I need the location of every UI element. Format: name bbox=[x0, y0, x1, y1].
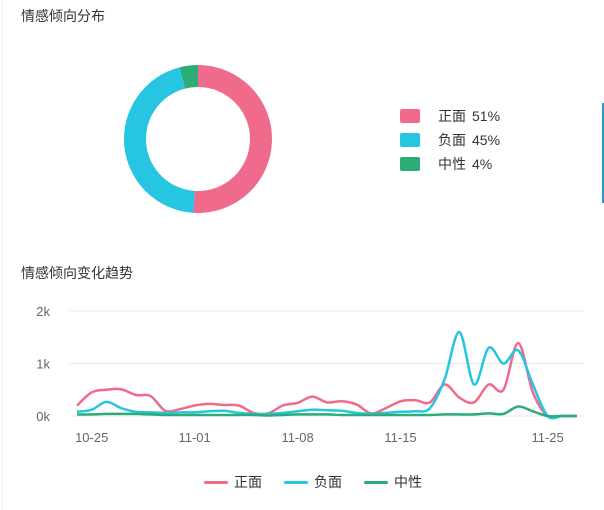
y-tick-label: 1k bbox=[36, 357, 50, 372]
trend-legend-positive[interactable]: 正面 bbox=[204, 472, 262, 492]
legend-percent-positive: 51% bbox=[472, 108, 501, 124]
donut-slice-neutral[interactable] bbox=[179, 65, 198, 89]
trend-legend-negative[interactable]: 负面 bbox=[284, 472, 342, 492]
trend-legend-line-positive bbox=[204, 480, 228, 484]
legend-swatch-neutral bbox=[400, 157, 420, 171]
trend-legend-line-neutral bbox=[364, 480, 388, 484]
x-tick-label: 10-25 bbox=[75, 430, 108, 445]
x-tick-label: 11-25 bbox=[531, 430, 563, 445]
pie-section-title: 情感倾向分布 bbox=[21, 8, 105, 24]
trend-legend-label-positive: 正面 bbox=[234, 474, 262, 490]
legend-label-negative: 负面 bbox=[438, 132, 466, 148]
donut-slice-negative[interactable] bbox=[124, 67, 195, 213]
trend-legend-label-neutral: 中性 bbox=[394, 474, 422, 490]
trend-section-title: 情感倾向变化趋势 bbox=[21, 265, 133, 281]
x-tick-label: 11-01 bbox=[178, 430, 210, 445]
donut-slice-positive[interactable] bbox=[193, 65, 273, 214]
y-tick-label: 2k bbox=[36, 304, 50, 319]
series-line-neutral[interactable] bbox=[76, 405, 577, 418]
left-divider bbox=[2, 0, 3, 510]
trend-legend-line-negative bbox=[284, 480, 308, 484]
donut-legend-positive[interactable]: 正面 51% bbox=[400, 107, 500, 125]
sentiment-donut-chart bbox=[124, 65, 273, 214]
scrollbar-indicator[interactable] bbox=[602, 103, 604, 203]
x-tick-label: 11-08 bbox=[281, 430, 313, 445]
donut-legend-neutral[interactable]: 中性 4% bbox=[400, 155, 492, 173]
legend-swatch-positive bbox=[400, 109, 420, 123]
trend-legend-neutral[interactable]: 中性 bbox=[364, 472, 422, 492]
legend-percent-negative: 45% bbox=[472, 132, 501, 148]
series-line-negative[interactable] bbox=[76, 330, 577, 420]
legend-percent-neutral: 4% bbox=[472, 156, 493, 172]
y-tick-label: 0k bbox=[36, 409, 50, 424]
legend-label-positive: 正面 bbox=[438, 108, 466, 124]
series-line-positive[interactable] bbox=[76, 341, 577, 419]
trend-legend-label-negative: 负面 bbox=[314, 474, 342, 490]
legend-label-neutral: 中性 bbox=[438, 156, 466, 172]
legend-swatch-negative bbox=[400, 133, 420, 147]
x-tick-label: 11-15 bbox=[384, 430, 416, 445]
donut-legend-negative[interactable]: 负面 45% bbox=[400, 131, 500, 149]
